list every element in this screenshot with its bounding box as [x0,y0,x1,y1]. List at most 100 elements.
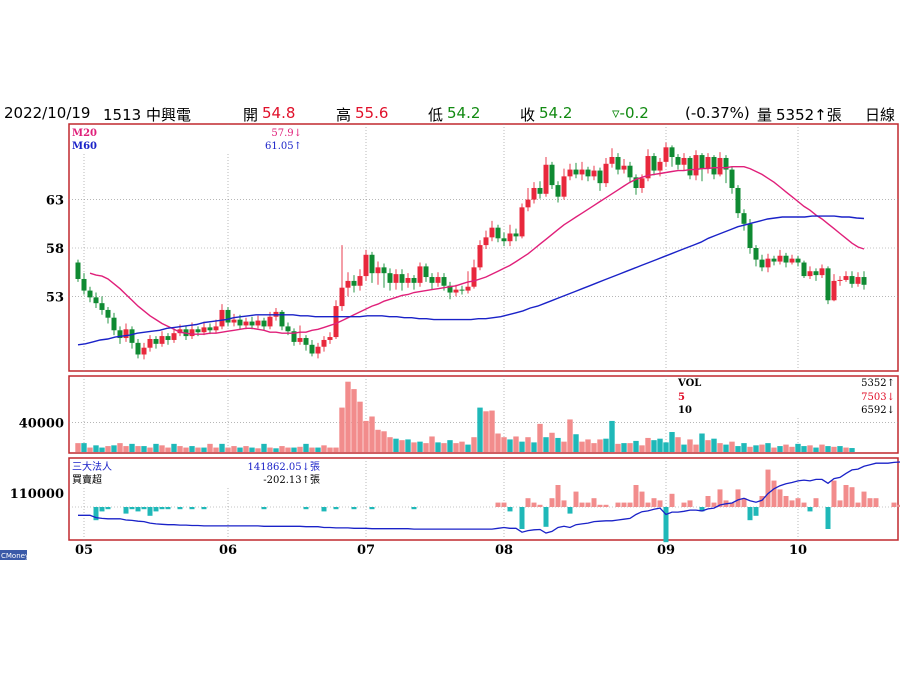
volume-bar [357,401,363,452]
volume-bar [375,429,381,452]
candle-body [609,157,615,164]
price-legend-box [70,125,306,153]
volume-bar [243,446,249,452]
net-buy-bar [321,507,327,512]
y-tick-label: 63 [46,194,64,209]
volume-bar [285,447,291,452]
volume-bar [795,443,801,452]
volume-bar [483,411,489,452]
candle-body [651,156,657,171]
volume-bar [609,420,615,452]
net-buy-bar [189,507,195,510]
volume-bar [165,447,171,452]
net-buy-bar [807,507,813,512]
candle-body [153,338,159,344]
candle-body [759,259,765,268]
x-tick-label: 10 [789,543,807,558]
net-buy-bar [771,480,777,507]
net-buy-bar [549,498,555,507]
candle-body [279,311,285,327]
vol-value: 5352↑ [861,378,895,389]
volume-bar [417,441,423,452]
candle-body [789,258,795,263]
m60-label: M60 [72,141,97,152]
net-buy-bar [753,507,759,516]
volume-bar [813,447,819,452]
volume-bar [603,438,609,452]
high-label: 高 [336,106,352,124]
net-buy-bar [669,493,675,507]
candle-body [147,338,153,348]
m20-value: 57.9↓ [271,128,302,139]
volume-bar [249,447,255,452]
volume-bar [507,439,513,452]
net-buy-bar [849,487,855,507]
net-buy-bar [303,507,309,510]
candle-body [261,320,267,327]
candle-body [741,213,747,224]
candle-body [627,165,633,178]
quote-header: 2022/10/19 1513 中興電 開 54.8 高 55.6 低 54.2… [0,104,900,124]
net-buy-bar [633,485,639,507]
volume-panel-frame [68,375,899,454]
m20-label: M20 [72,128,97,139]
net-buy-bar [717,489,723,507]
volume-bar [255,448,261,452]
volume-bar [699,433,705,452]
candle-body [573,169,579,175]
volume-bar [351,389,357,452]
y-tick-label: 58 [46,242,64,257]
candle-body [699,155,705,169]
volume-bar [333,447,339,452]
candle-body [729,169,735,188]
volume-bar [759,444,765,452]
volume-bar [831,446,837,452]
net-buy-bar [597,504,603,507]
vol-label: VOL [677,378,701,389]
net-buy-bar [351,507,357,510]
candle-body [159,336,165,344]
candle-body [483,237,489,246]
net-buy-bar [789,500,795,507]
ma10-value: 6592↓ [861,405,895,416]
volume-bar [663,442,669,452]
volume-bar [387,437,393,452]
candle-body [417,266,423,283]
net-buy-bar [843,485,849,507]
change-percent: (-0.37%) [685,104,750,122]
candle-body [291,331,297,342]
net-buy-bar [759,496,765,507]
candle-body [765,258,771,268]
volume-bar [321,445,327,452]
candle-body [525,199,531,208]
candle-body [549,164,555,186]
volume-bar [273,448,279,452]
candle-body [747,223,753,248]
candle-body [165,336,171,340]
candle-body [615,157,621,170]
candle-body [231,319,237,323]
candle-body [93,297,99,304]
candle-body [639,178,645,188]
x-tick-label: 07 [357,543,375,558]
ma5-label: 5 [678,392,685,403]
volume-bar [225,447,231,452]
volume-bar [681,444,687,452]
volume-bar [423,443,429,452]
net-buy-bar [657,500,663,507]
candle-body [507,233,513,242]
candle-body [579,169,585,175]
volume-bar [369,416,375,452]
candle-body [603,163,609,184]
volume-bar [777,446,783,452]
volume-bar [177,446,183,452]
volume-bar [111,445,117,452]
volume-bar [669,432,675,452]
net-buy-bar [663,507,669,543]
volume-bar [519,441,525,452]
candle-body [645,156,651,179]
volume-bar [783,444,789,452]
net-buy-bar [729,502,735,507]
volume-bar [747,446,753,452]
volume-bar [75,443,81,452]
